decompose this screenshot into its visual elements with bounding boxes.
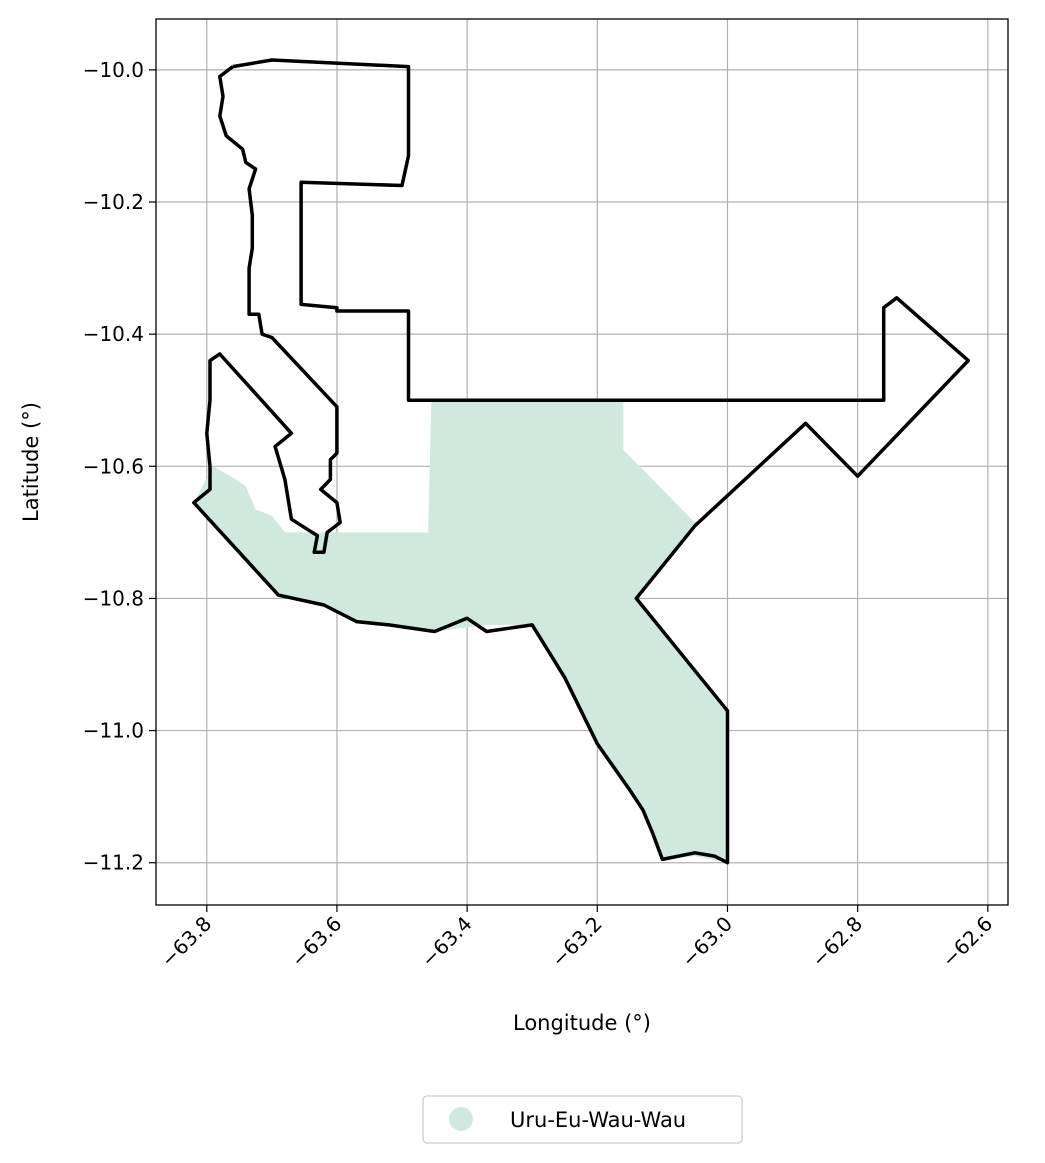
y-tick-label-5: −11.0 [83,719,144,743]
y-tick-label-6: −11.2 [83,851,144,875]
x-tick-label-0: −63.8 [156,912,216,972]
x-tick-label-6: −62.6 [937,912,997,972]
y-tick-label-4: −10.8 [83,586,144,610]
x-tick-label-3: −63.2 [547,912,607,972]
legend-marker [449,1107,473,1131]
territory-boundary [192,58,971,865]
x-tick-label-5: −62.8 [807,912,867,972]
x-axis-label: Longitude (°) [513,1011,651,1035]
y-tick-label-2: −10.4 [83,322,144,346]
plot-frame [155,18,1009,906]
y-tick-label-3: −10.6 [83,454,144,478]
y-axis-ticks: −10.0 −10.2 −10.4 −10.6 −10.8 −11.0 −11.2 [83,58,156,875]
legend-box [422,1095,743,1144]
legend-label: Uru-Eu-Wau-Wau [510,1108,686,1132]
x-tick-label-2: −63.4 [416,912,476,972]
x-axis-ticks: −63.8 −63.6 −63.4 −63.2 −63.0 −62.8 −62.6 [156,905,997,972]
y-axis-label: Latitude (°) [19,402,43,522]
legend: Uru-Eu-Wau-Wau [422,1095,743,1144]
y-tick-label-0: −10.0 [83,58,144,82]
x-tick-label-1: −63.6 [286,912,346,972]
territory-fill [193,400,728,863]
y-tick-label-1: −10.2 [83,190,144,214]
x-tick-label-4: −63.0 [677,912,737,972]
